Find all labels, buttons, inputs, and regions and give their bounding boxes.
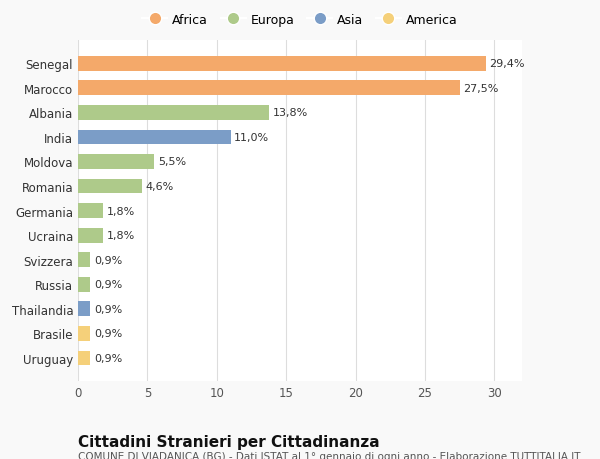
Bar	[78, 326, 91, 341]
Bar	[78, 277, 91, 292]
Bar	[78, 302, 91, 317]
Text: 11,0%: 11,0%	[234, 133, 269, 143]
Text: 13,8%: 13,8%	[273, 108, 308, 118]
Bar	[78, 130, 230, 145]
Bar	[78, 228, 103, 243]
Text: 0,9%: 0,9%	[94, 255, 122, 265]
Bar	[78, 155, 154, 169]
Text: 4,6%: 4,6%	[145, 182, 173, 191]
Text: 0,9%: 0,9%	[94, 304, 122, 314]
Bar	[78, 253, 91, 268]
Text: 27,5%: 27,5%	[463, 84, 499, 94]
Bar	[78, 204, 103, 218]
Bar	[78, 57, 486, 72]
Bar	[78, 351, 91, 365]
Text: 29,4%: 29,4%	[490, 59, 525, 69]
Legend: Africa, Europa, Asia, America: Africa, Europa, Asia, America	[142, 14, 458, 27]
Text: 0,9%: 0,9%	[94, 329, 122, 339]
Text: COMUNE DI VIADANICA (BG) - Dati ISTAT al 1° gennaio di ogni anno - Elaborazione : COMUNE DI VIADANICA (BG) - Dati ISTAT al…	[78, 451, 581, 459]
Text: 1,8%: 1,8%	[106, 206, 134, 216]
Text: 0,9%: 0,9%	[94, 353, 122, 363]
Text: 1,8%: 1,8%	[106, 231, 134, 241]
Text: 5,5%: 5,5%	[158, 157, 186, 167]
Bar	[78, 81, 460, 96]
Text: Cittadini Stranieri per Cittadinanza: Cittadini Stranieri per Cittadinanza	[78, 434, 380, 449]
Bar	[78, 179, 142, 194]
Text: 0,9%: 0,9%	[94, 280, 122, 290]
Bar	[78, 106, 269, 120]
